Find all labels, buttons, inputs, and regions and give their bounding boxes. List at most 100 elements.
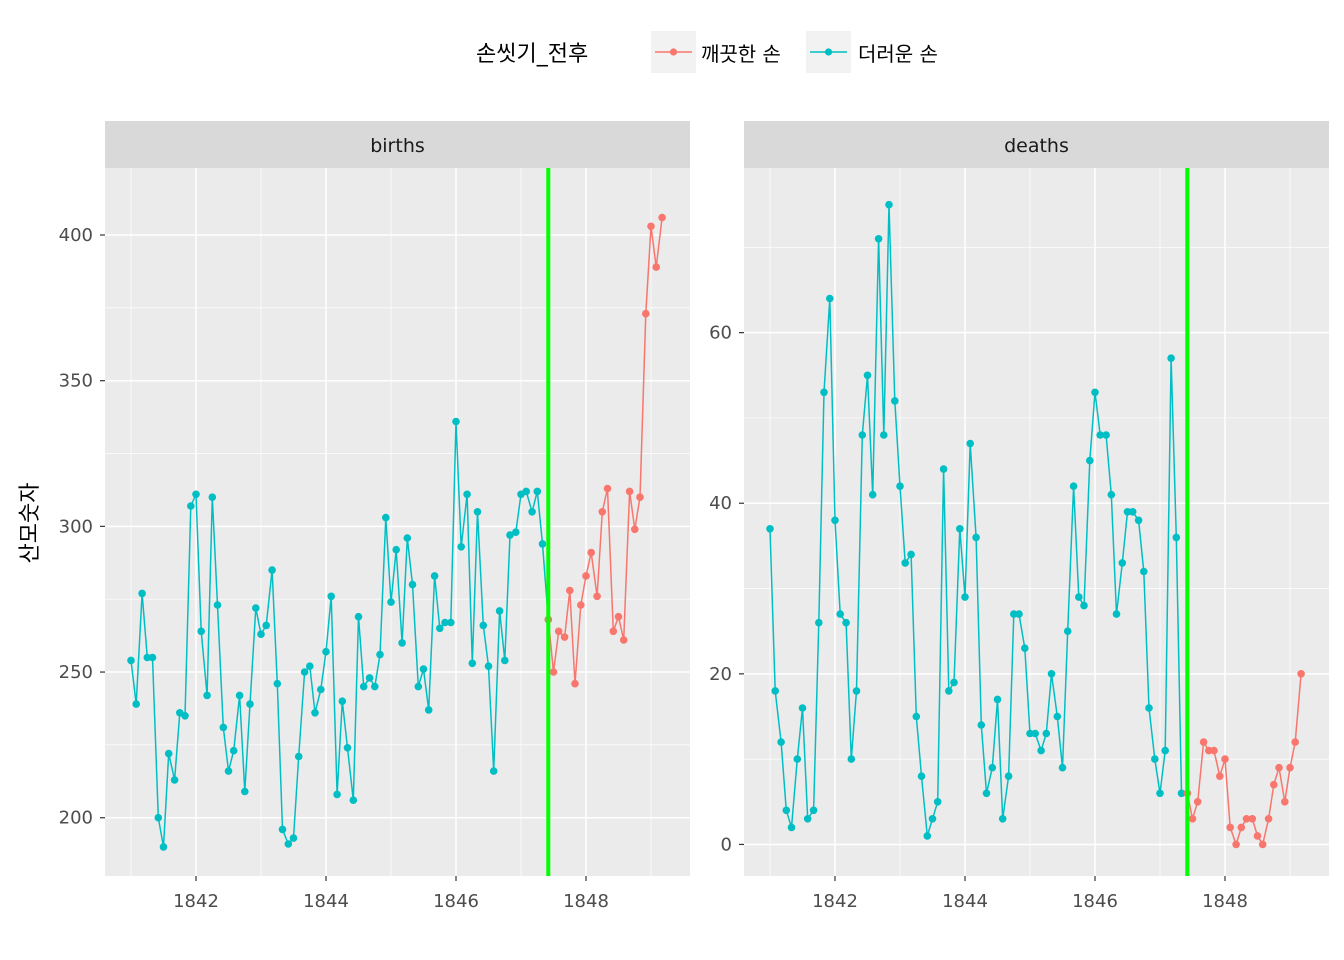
data-point xyxy=(387,598,395,606)
data-point xyxy=(554,627,563,636)
strip-deaths-bg xyxy=(744,121,1329,168)
data-point xyxy=(982,789,991,798)
data-point xyxy=(1161,746,1169,755)
data-point xyxy=(1010,610,1018,618)
data-point xyxy=(512,528,520,536)
data-point xyxy=(392,545,401,554)
data-point xyxy=(1058,763,1067,772)
panel-deaths-y-ticks: 0 20 40 60 xyxy=(709,323,744,855)
data-point xyxy=(896,482,904,491)
data-point xyxy=(809,806,818,815)
data-point xyxy=(1075,593,1083,601)
data-point xyxy=(636,493,644,502)
data-point xyxy=(933,798,942,806)
data-point xyxy=(522,487,530,496)
data-point xyxy=(349,796,358,804)
data-point xyxy=(917,772,926,780)
data-point xyxy=(1053,712,1062,721)
data-point xyxy=(923,832,932,840)
data-point xyxy=(939,465,948,473)
data-point xyxy=(148,653,157,662)
data-point xyxy=(560,633,569,641)
data-point xyxy=(1031,729,1039,738)
data-point xyxy=(609,627,618,636)
data-point xyxy=(300,668,309,676)
data-point xyxy=(1037,746,1045,755)
data-point xyxy=(127,656,135,665)
data-point xyxy=(273,679,282,688)
data-point xyxy=(1091,388,1099,397)
x-tick-label: 1844 xyxy=(303,891,349,912)
data-point xyxy=(587,548,595,557)
data-point xyxy=(1151,755,1159,763)
data-point xyxy=(403,534,412,542)
data-point xyxy=(593,592,601,601)
data-point xyxy=(203,691,211,700)
data-point xyxy=(1004,772,1013,780)
y-tick-label: 20 xyxy=(709,664,732,685)
data-point xyxy=(858,431,867,439)
data-point xyxy=(652,263,660,271)
y-tick-label: 400 xyxy=(59,225,93,246)
data-point xyxy=(977,721,986,729)
data-point xyxy=(1172,533,1181,542)
data-point xyxy=(430,572,439,580)
data-point xyxy=(1297,670,1305,678)
data-point xyxy=(1145,704,1153,712)
data-point xyxy=(966,439,974,448)
data-point xyxy=(1291,738,1299,746)
data-point xyxy=(766,525,774,533)
data-point xyxy=(359,682,368,691)
data-point xyxy=(1134,516,1143,525)
data-point xyxy=(252,604,260,612)
data-point xyxy=(501,656,509,665)
strip-births-bg xyxy=(105,121,690,168)
data-point xyxy=(782,806,791,815)
data-point xyxy=(278,825,287,834)
series-line xyxy=(1186,673,1302,847)
data-point xyxy=(647,222,655,231)
data-point xyxy=(1096,431,1104,439)
data-point xyxy=(1107,490,1116,499)
data-point xyxy=(463,490,471,499)
data-point xyxy=(213,601,222,609)
data-point xyxy=(803,815,812,823)
y-tick-label: 200 xyxy=(59,808,93,829)
data-point xyxy=(1069,482,1078,491)
data-point xyxy=(479,621,488,630)
panel-deaths-background xyxy=(744,168,1329,876)
data-point xyxy=(365,674,374,682)
data-point xyxy=(619,636,628,644)
panel-births-grid xyxy=(105,168,690,876)
legend-label-dirty: 더러운 손 xyxy=(858,42,938,66)
data-point xyxy=(327,592,336,601)
series-line xyxy=(547,217,663,684)
data-point xyxy=(852,687,861,695)
series-line xyxy=(769,204,1188,837)
data-point xyxy=(398,639,406,647)
data-point xyxy=(1275,763,1283,772)
data-point xyxy=(1286,763,1294,772)
data-point xyxy=(424,706,433,714)
legend-key-clean-point xyxy=(669,48,678,56)
data-point xyxy=(219,723,228,732)
data-point xyxy=(815,618,823,627)
panel-births-x-ticks: 1842 1844 1846 1848 xyxy=(173,876,609,912)
data-point xyxy=(447,618,455,627)
panel-births-series xyxy=(127,213,666,851)
x-tick-label: 1842 xyxy=(173,891,219,912)
data-point xyxy=(831,516,839,525)
data-point xyxy=(961,593,969,601)
data-point xyxy=(538,540,547,548)
data-point xyxy=(631,525,639,534)
panel-deaths-x-ticks: 1842 1844 1846 1848 xyxy=(812,876,1248,912)
data-point xyxy=(836,610,844,618)
data-point xyxy=(1281,798,1289,806)
panel-deaths: deaths 0 20 40 60 1842 1844 1846 1848 xyxy=(709,121,1329,912)
data-point xyxy=(192,490,200,499)
data-point xyxy=(333,790,341,799)
y-tick-label: 300 xyxy=(59,516,93,537)
data-point xyxy=(1193,798,1202,806)
data-point xyxy=(241,787,249,796)
data-point xyxy=(1221,755,1229,763)
